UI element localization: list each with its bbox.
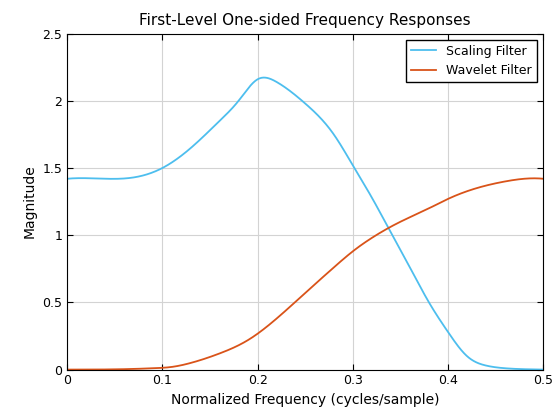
Scaling Filter	[526, 367, 533, 372]
Scaling Filter	[88, 176, 95, 181]
Scaling Filter	[260, 75, 267, 80]
Scaling Filter	[540, 367, 547, 372]
Wavelet Filter	[295, 297, 302, 302]
Wavelet Filter	[283, 308, 290, 313]
X-axis label: Normalized Frequency (cycles/sample): Normalized Frequency (cycles/sample)	[171, 393, 440, 407]
Wavelet Filter	[88, 367, 95, 372]
Line: Wavelet Filter: Wavelet Filter	[67, 178, 543, 370]
Title: First-Level One-sided Frequency Responses: First-Level One-sided Frequency Response…	[139, 13, 471, 28]
Wavelet Filter	[438, 199, 445, 204]
Scaling Filter	[296, 96, 302, 101]
Scaling Filter	[283, 86, 290, 91]
Scaling Filter	[439, 321, 446, 326]
Scaling Filter	[64, 176, 71, 181]
Scaling Filter	[526, 367, 533, 372]
Wavelet Filter	[526, 176, 533, 181]
Wavelet Filter	[531, 176, 538, 181]
Line: Scaling Filter: Scaling Filter	[67, 78, 543, 370]
Wavelet Filter	[64, 367, 71, 372]
Legend: Scaling Filter, Wavelet Filter: Scaling Filter, Wavelet Filter	[407, 40, 537, 82]
Y-axis label: Magnitude: Magnitude	[23, 165, 37, 239]
Wavelet Filter	[526, 176, 533, 181]
Wavelet Filter	[540, 176, 547, 181]
